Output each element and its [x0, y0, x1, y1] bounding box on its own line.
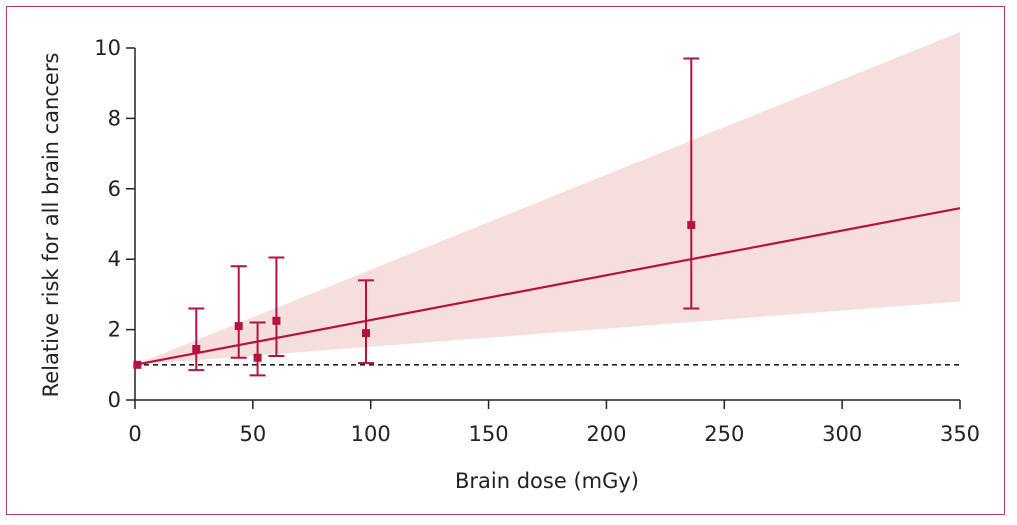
confidence-band-layer	[135, 32, 960, 365]
y-tick-label: 2	[108, 318, 121, 342]
data-point-group	[133, 360, 142, 369]
fit-line-layer	[134, 207, 961, 366]
x-tick-label: 350	[940, 422, 980, 446]
y-tick-label: 4	[108, 247, 121, 271]
data-point-marker	[272, 316, 281, 325]
x-tick-label: 100	[351, 422, 391, 446]
data-point-group	[358, 279, 374, 365]
y-axis-title: Relative risk for all brain cancers	[39, 53, 63, 398]
x-tick-label: 300	[822, 422, 862, 446]
data-point-group	[249, 321, 266, 377]
data-point-group	[230, 265, 247, 359]
x-tick-label: 50	[239, 422, 266, 446]
x-axis-title: Brain dose (mGy)	[455, 469, 639, 493]
data-points-layer	[133, 57, 700, 377]
data-point-group	[188, 307, 205, 372]
x-tick-label: 0	[128, 422, 141, 446]
data-point-group	[683, 57, 700, 310]
data-point-marker	[362, 329, 370, 338]
data-point-marker	[253, 353, 262, 362]
chart-frame	[6, 6, 1005, 515]
data-point-marker	[192, 344, 201, 353]
y-tick-label: 6	[108, 177, 121, 201]
data-point-group	[268, 256, 285, 357]
data-point-marker	[687, 221, 696, 230]
x-tick-label: 200	[586, 422, 626, 446]
confidence-band	[135, 32, 960, 365]
data-point-marker	[133, 360, 142, 369]
data-point-marker	[234, 322, 243, 331]
x-tick-label: 150	[469, 422, 509, 446]
y-tick-label: 10	[94, 36, 121, 60]
fit-line	[134, 207, 961, 366]
x-tick-label: 250	[704, 422, 744, 446]
y-tick-label: 0	[108, 388, 121, 412]
y-tick-label: 8	[108, 106, 121, 130]
